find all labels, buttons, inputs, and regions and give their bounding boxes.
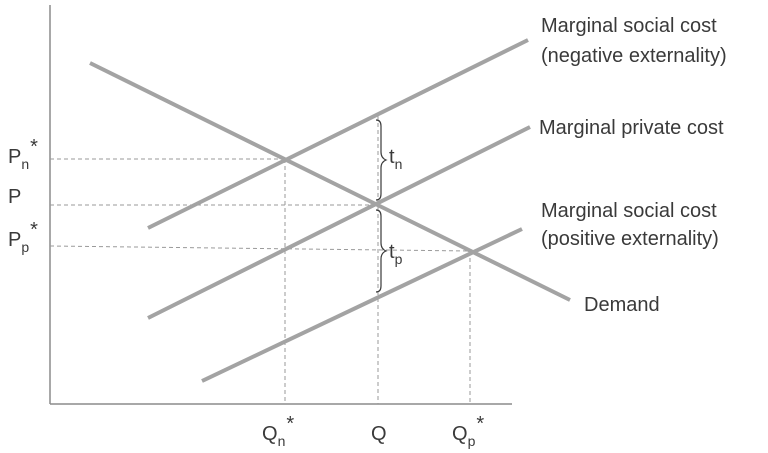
quantity-q-label: Q [371,423,387,445]
tn-brace [375,119,388,201]
msc-negative-label-line2: (negative externality) [541,45,727,67]
msc-positive-curve [201,227,523,383]
msc-positive-label-line2: (positive externality) [541,228,719,250]
pp-guide-horizontal [49,245,471,252]
demand-label: Demand [584,294,660,316]
msc-positive-label-line1: Marginal social cost [541,200,717,222]
price-pp-label: Pp* [8,219,38,255]
quantity-qn-label: Qn* [262,413,294,449]
tp-label: tp [389,241,403,267]
mpc-curve [147,125,531,320]
price-pn-label: Pn* [8,136,38,172]
tn-label: tn [389,146,402,172]
msc-negative-curve [147,38,529,230]
demand-curve [89,61,571,302]
msc-negative-label-line1: Marginal social cost [541,15,717,37]
tp-brace [375,209,388,293]
quantity-qp-label: Qp* [452,413,484,449]
mpc-label: Marginal private cost [539,117,724,139]
price-p-label: P [8,186,21,208]
